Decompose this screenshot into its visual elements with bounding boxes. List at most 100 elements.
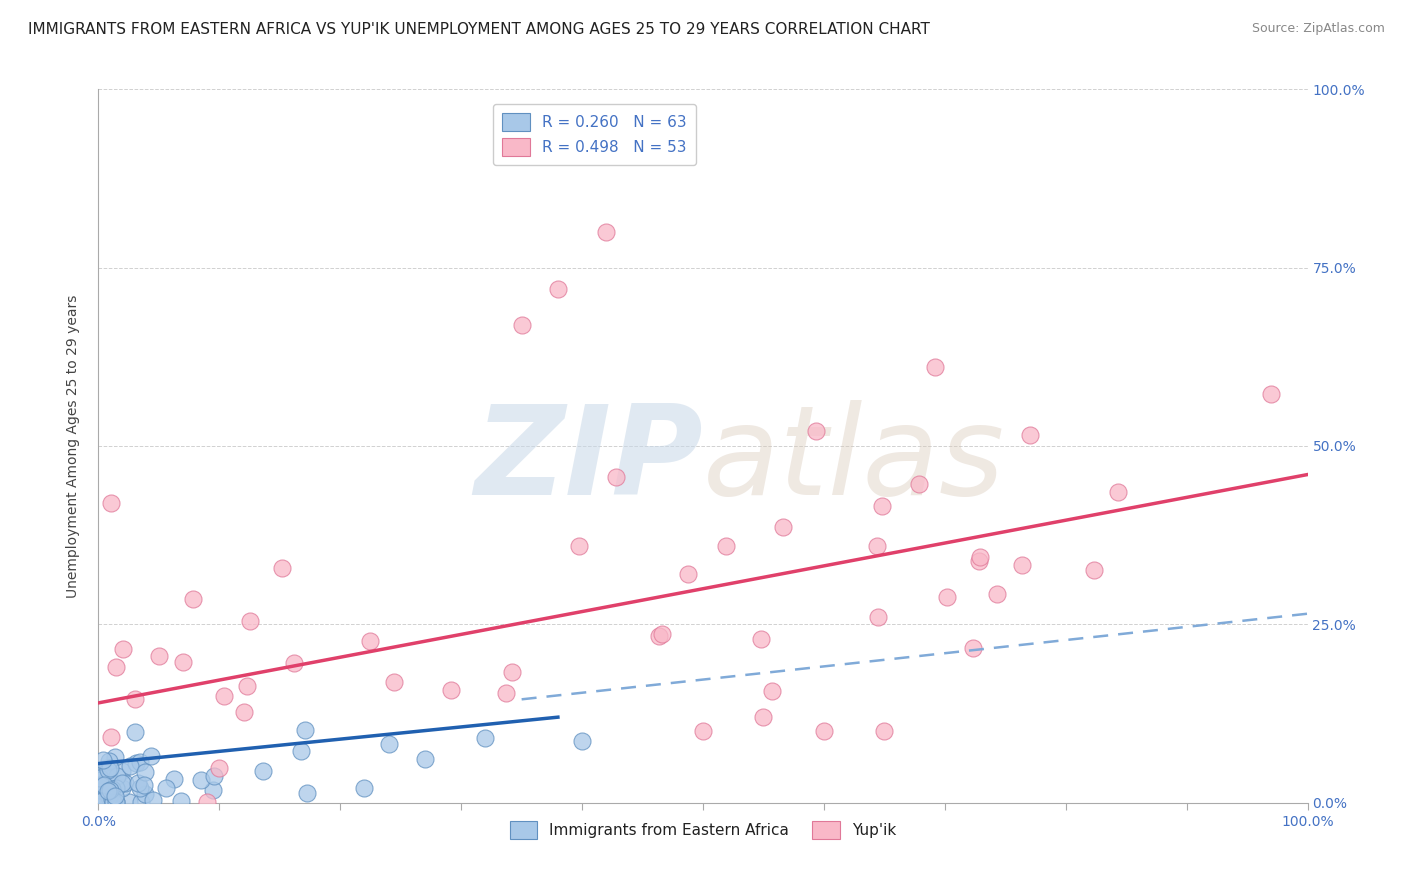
Point (873, 724, 896, 739)
Point (98, 772, 121, 787)
Point (100, 496, 122, 510)
Point (111, 781, 134, 796)
Point (969, 554, 991, 568)
Point (129, 795, 152, 809)
Point (208, 761, 231, 775)
Point (93, 778, 115, 792)
Text: Source: ZipAtlas.com: Source: ZipAtlas.com (1251, 22, 1385, 36)
Point (125, 756, 148, 771)
Point (142, 793, 165, 807)
Point (170, 794, 193, 808)
Point (382, 675, 405, 690)
Point (129, 756, 152, 770)
Point (100, 730, 122, 744)
Point (134, 788, 156, 802)
Point (1107, 485, 1129, 500)
Point (129, 781, 152, 796)
Point (105, 769, 128, 783)
Point (97, 769, 120, 783)
Point (101, 782, 124, 797)
Legend: Immigrants from Eastern Africa, Yup'ik: Immigrants from Eastern Africa, Yup'ik (503, 815, 903, 845)
Point (124, 691, 146, 706)
Point (377, 737, 399, 751)
Point (413, 752, 436, 766)
Point (148, 648, 170, 663)
Point (97, 754, 120, 768)
Point (97, 784, 120, 798)
Point (214, 689, 236, 703)
Point (134, 764, 156, 779)
Point (105, 795, 128, 809)
Point (772, 519, 794, 533)
Point (474, 731, 496, 745)
Point (104, 789, 127, 803)
Point (359, 634, 381, 648)
Point (90, 794, 112, 808)
Point (111, 776, 134, 790)
Point (91, 753, 114, 767)
Point (98, 761, 121, 775)
Point (1011, 558, 1033, 572)
Point (124, 725, 146, 739)
Point (172, 655, 194, 669)
Text: IMMIGRANTS FROM EASTERN AFRICA VS YUP'IK UNEMPLOYMENT AMONG AGES 25 TO 29 YEARS : IMMIGRANTS FROM EASTERN AFRICA VS YUP'IK… (28, 22, 929, 37)
Text: atlas: atlas (703, 400, 1005, 521)
Point (752, 710, 775, 724)
Point (872, 500, 894, 514)
Point (89, 771, 111, 785)
Point (868, 609, 890, 624)
Point (195, 795, 218, 809)
Text: ZIP: ZIP (474, 400, 703, 521)
Point (1083, 563, 1105, 577)
Point (270, 561, 292, 575)
Point (353, 781, 375, 796)
Point (105, 795, 128, 809)
Point (104, 781, 127, 796)
Point (190, 773, 212, 788)
Point (101, 795, 124, 809)
Point (232, 705, 254, 719)
Point (294, 723, 316, 738)
Point (866, 540, 889, 554)
Point (93, 778, 115, 792)
Point (114, 776, 136, 790)
Point (761, 683, 783, 698)
Point (93, 782, 115, 797)
Point (91, 765, 114, 780)
Point (96, 761, 118, 775)
Point (239, 614, 262, 628)
Point (89, 783, 111, 797)
Point (804, 424, 827, 438)
Point (969, 549, 991, 564)
Point (908, 476, 931, 491)
Point (111, 764, 134, 778)
Point (440, 683, 463, 698)
Point (104, 660, 127, 674)
Point (201, 783, 224, 797)
Point (89, 788, 111, 802)
Point (283, 656, 305, 670)
Point (1260, 387, 1282, 401)
Point (692, 724, 714, 739)
Point (181, 592, 204, 607)
Point (118, 759, 141, 773)
Point (139, 749, 162, 764)
Point (97, 764, 120, 778)
Point (502, 665, 524, 679)
Point (813, 724, 835, 739)
Point (986, 586, 1008, 600)
Point (90, 789, 112, 803)
Point (962, 640, 984, 655)
Point (676, 566, 699, 581)
Point (648, 629, 671, 643)
Point (651, 627, 673, 641)
Y-axis label: Unemployment Among Ages 25 to 29 years: Unemployment Among Ages 25 to 29 years (66, 294, 80, 598)
Point (936, 591, 959, 605)
Point (1019, 427, 1042, 442)
Point (104, 749, 127, 764)
Point (749, 632, 772, 646)
Point (295, 786, 318, 800)
Point (103, 795, 125, 809)
Point (111, 642, 134, 657)
Point (127, 776, 149, 790)
